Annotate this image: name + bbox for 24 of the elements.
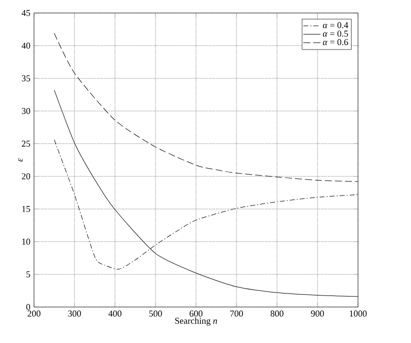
y-tick-label: 5 <box>26 271 30 278</box>
y-tick-label: 25 <box>22 140 30 147</box>
y-tick-label: 0 <box>26 304 30 310</box>
y-tick-label: 35 <box>22 75 30 82</box>
y-tick-label: 15 <box>22 206 30 212</box>
x-tick-label: 700 <box>230 310 243 317</box>
x-axis-title: Searching n <box>175 317 217 326</box>
x-tick-label: 600 <box>190 310 202 317</box>
x-tick-label: 800 <box>270 310 284 317</box>
y-tick-label: 30 <box>22 108 30 114</box>
x-tick-label: 500 <box>149 310 162 317</box>
x-tick-label: 1000 <box>350 310 367 317</box>
y-axis-title: ε <box>18 158 23 162</box>
x-tick-label: 900 <box>311 310 324 317</box>
x-tick-label: 300 <box>68 310 81 317</box>
y-tick-label: 40 <box>22 42 30 49</box>
y-tick-label: 45 <box>22 10 30 16</box>
y-tick-label: 10 <box>22 238 30 245</box>
x-tick-label: 400 <box>108 310 122 317</box>
legend-label: α = 0.5 <box>322 30 348 37</box>
x-tick-label: 200 <box>28 310 40 317</box>
legend-label: α = 0.4 <box>322 22 348 28</box>
legend-label: α = 0.6 <box>322 39 348 46</box>
y-tick-label: 20 <box>22 173 30 180</box>
